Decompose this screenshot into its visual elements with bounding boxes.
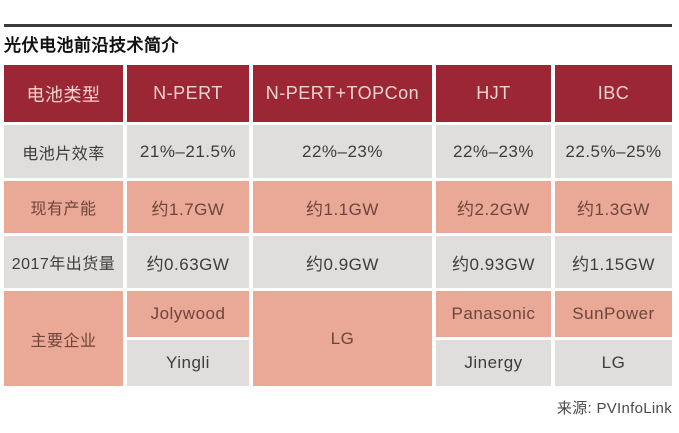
header-cell-ibc: IBC (555, 65, 672, 122)
cell-capacity-hjt: 约2.2GW (436, 181, 551, 233)
cell-efficiency-topcon: 22%–23% (253, 125, 432, 178)
header-cell-npert: N-PERT (127, 65, 249, 122)
cell-efficiency-ibc: 22.5%–25% (555, 125, 672, 178)
row-label-cell-capacity: 现有产能 (4, 181, 123, 233)
page-title: 光伏电池前沿技术简介 (4, 36, 179, 55)
source-credit: 来源: PVInfoLink (556, 400, 672, 417)
cell-company-ibc-bottom: LG (555, 340, 672, 386)
cell-shipments-topcon: 约0.9GW (253, 236, 432, 288)
cell-shipments-ibc: 约1.15GW (555, 236, 672, 288)
cell-shipments-hjt: 约0.93GW (436, 236, 551, 288)
cell-efficiency-npert: 21%–21.5% (127, 125, 249, 178)
cell-company-npert-bottom: Yingli (127, 340, 249, 386)
row-label-cell-main-companies: 主要企业 (4, 291, 123, 386)
header-cell-hjt: HJT (436, 65, 551, 122)
cell-capacity-ibc: 约1.3GW (555, 181, 672, 233)
cell-company-ibc-top: SunPower (555, 291, 672, 337)
cell-capacity-topcon: 约1.1GW (253, 181, 432, 233)
cell-company-npert-top: Jolywood (127, 291, 249, 337)
header-cell-battery-type: 电池类型 (4, 65, 123, 122)
cell-company-topcon: LG (253, 291, 432, 386)
row-label-cell-efficiency: 电池片效率 (4, 125, 123, 178)
cell-capacity-npert: 约1.7GW (127, 181, 249, 233)
cell-shipments-npert: 约0.63GW (127, 236, 249, 288)
header-cell-npert-topcon: N-PERT+TOPCon (253, 65, 432, 122)
pv-technology-table: 电池类型 N-PERT N-PERT+TOPCon HJT IBC 电池片效率 … (4, 65, 672, 386)
cell-company-hjt-top: Panasonic (436, 291, 551, 337)
cell-efficiency-hjt: 22%–23% (436, 125, 551, 178)
top-rule (4, 24, 672, 27)
row-label-cell-shipments-2017: 2017年出货量 (4, 236, 123, 288)
cell-company-hjt-bottom: Jinergy (436, 340, 551, 386)
